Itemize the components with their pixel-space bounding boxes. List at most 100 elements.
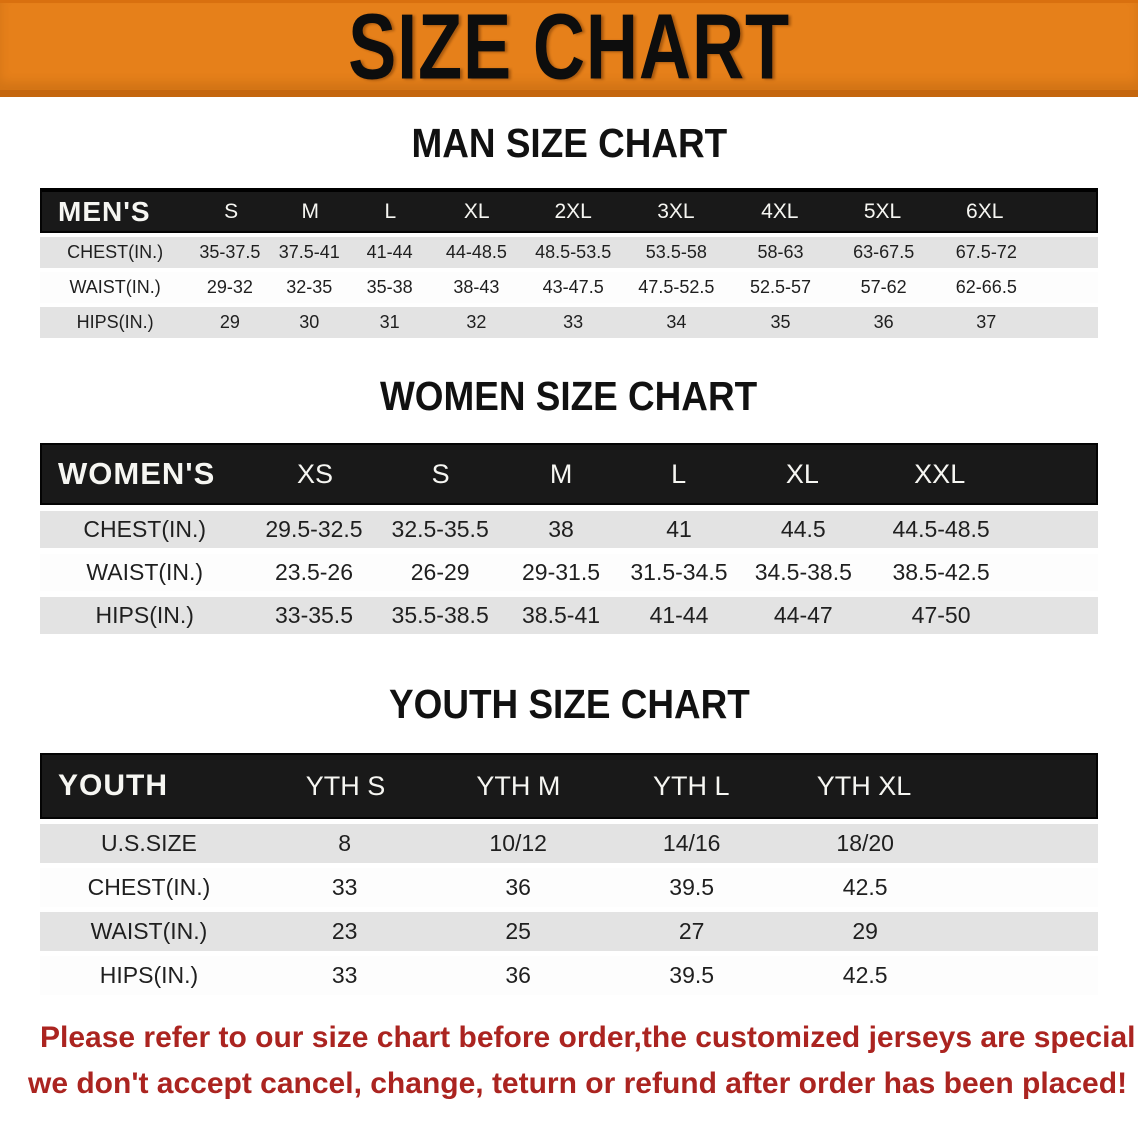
women-row-label: HIPS(IN.): [95, 602, 194, 628]
man-size-value: 58-63: [757, 242, 804, 262]
youth-size-value: 33: [331, 962, 358, 988]
women-size-value: 26-29: [410, 559, 470, 585]
man-size-value: 30: [299, 312, 320, 332]
banner: SIZE CHART: [0, 0, 1138, 97]
youth-row-label: U.S.SIZE: [101, 830, 197, 856]
women-size-value: 38.5-41: [522, 602, 601, 628]
youth-size-value: 14/16: [662, 830, 721, 856]
youth-size-value: 39.5: [669, 962, 715, 988]
man-column-header: L: [384, 199, 397, 223]
man-size-value: 36: [873, 312, 894, 332]
man-size-value: 57-62: [860, 277, 907, 297]
man-size-value: 33: [563, 312, 584, 332]
women-column-header: M: [549, 458, 573, 489]
youth-table-row: U.S.SIZE 8 10/12 14/16 18/20: [40, 824, 1098, 863]
man-size-section: MAN SIZE CHART MEN'S S M L XL 2XL 3XL 4XL 5XL 6XL…: [0, 123, 1138, 338]
page-title: SIZE CHART: [348, 0, 790, 99]
women-table-row: CHEST(IN.) 29.5-32.5 32.5-35.5 38 41 44.5 44.5…: [40, 511, 1098, 548]
youth-row-label: WAIST(IN.): [90, 918, 208, 944]
youth-table-title: YOUTH: [58, 769, 168, 802]
youth-column-header: YTH S: [305, 770, 386, 801]
women-row-label: WAIST(IN.): [86, 559, 204, 585]
man-column-header: XL: [463, 199, 490, 223]
women-size-value: 47-50: [911, 602, 971, 628]
man-size-value: 29: [219, 312, 240, 332]
women-size-value: 38: [548, 516, 574, 542]
youth-column-header: YTH XL: [816, 770, 912, 801]
youth-row-label: CHEST(IN.): [87, 874, 211, 900]
youth-size-table: YOUTH YTH S YTH M YTH L YTH XL U.S.SIZE 8 10/12…: [40, 753, 1098, 995]
man-table-row: HIPS(IN.) 29 30 31 32 33 34 35 36 37: [40, 307, 1098, 338]
man-table-header-row: MEN'S S M L XL 2XL 3XL 4XL 5XL 6XL: [40, 188, 1098, 233]
youth-size-value: 36: [505, 874, 531, 900]
women-size-table: WOMEN'S XS S M L XL XXL CHEST(IN.) 29.5-32.5 32.5…: [40, 443, 1098, 634]
order-note: Please refer to our size chart before or…: [28, 1015, 1138, 1107]
women-section-heading-text: WOMEN SIZE CHART: [380, 373, 758, 419]
man-size-value: 67.5-72: [955, 242, 1017, 262]
youth-column-header: YTH L: [652, 770, 730, 801]
youth-size-value: 18/20: [836, 830, 894, 856]
order-note-line-2: we don't accept cancel, change, teturn o…: [28, 1067, 1128, 1100]
youth-size-value: 42.5: [842, 874, 888, 900]
man-section-heading-text: MAN SIZE CHART: [411, 120, 727, 166]
youth-table-row: CHEST(IN.) 33 36 39.5 42.5: [40, 868, 1098, 907]
women-table-header-row: WOMEN'S XS S M L XL XXL: [40, 443, 1098, 505]
man-size-value: 38-43: [453, 277, 500, 297]
man-size-value: 31: [379, 312, 400, 332]
man-size-value: 43-47.5: [542, 277, 604, 297]
man-size-value: 34: [666, 312, 687, 332]
man-size-value: 41-44: [366, 242, 413, 262]
man-row-label: WAIST(IN.): [69, 277, 161, 297]
women-table-row: HIPS(IN.) 33-35.5 35.5-38.5 38.5-41 41-44 44-…: [40, 597, 1098, 634]
youth-size-value: 42.5: [842, 962, 888, 988]
youth-size-value: 29: [852, 918, 878, 944]
youth-size-value: 36: [505, 962, 531, 988]
women-column-header: L: [671, 458, 687, 489]
women-size-value: 35.5-38.5: [391, 602, 489, 628]
man-size-table: MEN'S S M L XL 2XL 3XL 4XL 5XL 6XL CHEST(IN.) 35-37…: [40, 188, 1098, 338]
man-size-value: 32: [466, 312, 487, 332]
man-size-value: 35: [770, 312, 791, 332]
man-size-value: 48.5-53.5: [535, 242, 612, 262]
order-note-line-1: Please refer to our size chart before or…: [40, 1021, 1138, 1054]
man-column-header: S: [224, 199, 239, 223]
women-column-header: XL: [785, 458, 819, 489]
women-size-value: 41-44: [649, 602, 709, 628]
man-column-header: 3XL: [657, 199, 695, 223]
youth-size-value: 33: [331, 874, 358, 900]
man-column-header: 5XL: [863, 199, 902, 223]
man-size-value: 44-48.5: [445, 242, 507, 262]
women-size-value: 44.5: [780, 516, 826, 542]
women-size-value: 38.5-42.5: [892, 559, 990, 585]
women-size-value: 33-35.5: [274, 602, 353, 628]
women-size-value: 44-47: [773, 602, 833, 628]
man-size-value: 35-37.5: [199, 242, 261, 262]
man-column-header: 2XL: [554, 199, 592, 223]
man-size-value: 53.5-58: [645, 242, 707, 262]
youth-table-row: HIPS(IN.) 33 36 39.5 42.5: [40, 956, 1098, 995]
youth-size-value: 27: [678, 918, 705, 944]
youth-row-label: HIPS(IN.): [99, 962, 199, 988]
man-column-header: 6XL: [966, 199, 1004, 223]
man-size-value: 32-35: [286, 277, 333, 297]
women-size-value: 23.5-26: [274, 559, 353, 585]
youth-size-section: YOUTH SIZE CHART YOUTH YTH S YTH M YTH L YTH…: [0, 684, 1138, 995]
youth-size-value: 39.5: [669, 874, 715, 900]
man-table-row: WAIST(IN.) 29-32 32-35 35-38 38-43 43-47.5 47.…: [40, 272, 1098, 303]
man-table-title: MEN'S: [58, 195, 151, 227]
man-column-header: M: [301, 199, 319, 223]
youth-size-value: 23: [331, 918, 358, 944]
youth-size-value: 10/12: [489, 830, 547, 856]
youth-table-header-row: YOUTH YTH S YTH M YTH L YTH XL: [40, 753, 1098, 819]
women-size-value: 31.5-34.5: [630, 559, 728, 585]
man-size-value: 52.5-57: [750, 277, 812, 297]
man-table-row: CHEST(IN.) 35-37.5 37.5-41 41-44 44-48.5 48.5…: [40, 237, 1098, 268]
women-size-value: 41: [666, 516, 692, 542]
women-table-row: WAIST(IN.) 23.5-26 26-29 29-31.5 31.5-34.5 34…: [40, 554, 1098, 591]
youth-section-heading-text: YOUTH SIZE CHART: [388, 681, 750, 727]
women-column-header: XXL: [914, 458, 966, 489]
man-size-value: 47.5-52.5: [638, 277, 715, 297]
youth-size-value: 25: [505, 918, 531, 944]
women-size-value: 29-31.5: [522, 559, 601, 585]
